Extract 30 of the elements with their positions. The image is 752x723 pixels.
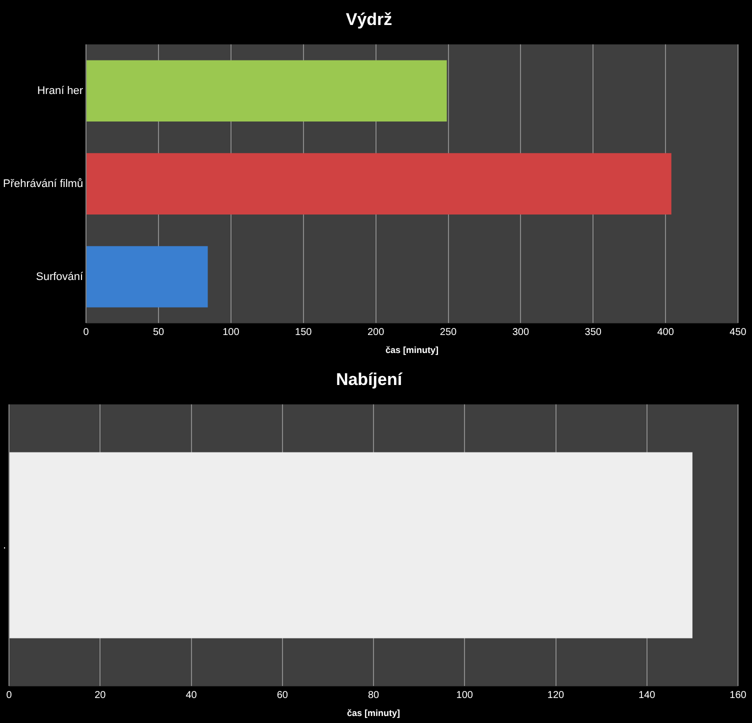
x-tick-label: 20 [94,690,106,701]
x-axis-title: čas [minuty] [347,708,400,718]
x-tick-label: 100 [222,326,240,338]
x-tick-label: 80 [368,690,380,701]
x-tick-label: 0 [6,690,12,701]
y-tick-label: Přehrávání filmů [2,178,84,190]
x-tick-label: 300 [512,326,530,338]
bar [86,246,208,308]
x-tick-label: 400 [657,326,674,338]
bar [86,60,447,122]
y-tick-label: Hraní her [37,84,84,97]
x-tick-label: 350 [584,326,602,338]
x-tick-label: 200 [367,326,385,338]
x-tick-label: 120 [547,690,565,701]
y-tick-label: . [2,539,6,552]
bar [86,153,672,214]
y-tick-label: Surfování [36,270,84,283]
x-tick-label: 160 [730,690,747,701]
x-tick-label: 50 [152,326,165,338]
chart-title: Nabíjení [336,370,404,389]
x-tick-label: 450 [730,326,747,338]
x-tick-label: 40 [186,690,198,701]
x-tick-label: 100 [456,690,474,701]
x-tick-label: 150 [295,326,312,338]
chart-title: Výdrž [346,10,392,29]
x-tick-label: 60 [276,690,288,701]
x-tick-label: 140 [638,690,656,701]
x-tick-label: 0 [83,326,90,338]
x-tick-label: 250 [440,326,458,338]
x-axis-title: čas [minuty] [386,345,439,356]
